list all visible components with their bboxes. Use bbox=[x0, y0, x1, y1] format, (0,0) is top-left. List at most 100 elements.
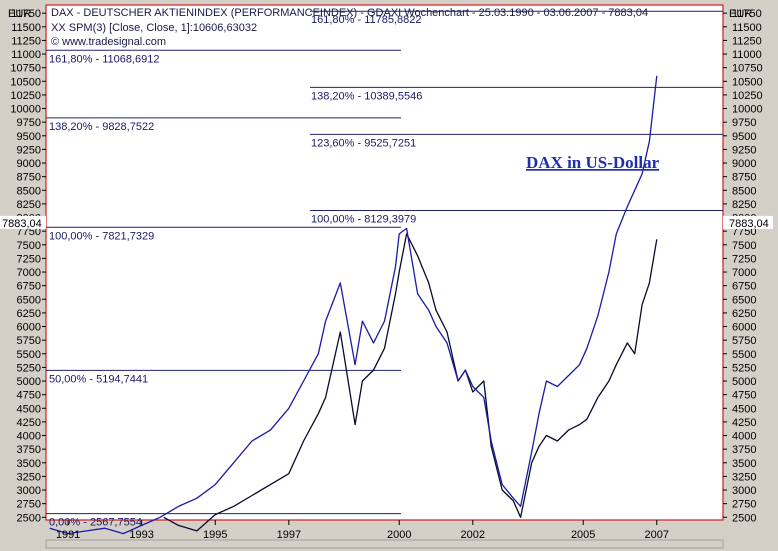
y-tick-label-right: 7000 bbox=[732, 267, 756, 279]
x-tick-label: 2005 bbox=[571, 529, 595, 541]
y-tick-label-left: 11250 bbox=[11, 35, 41, 47]
y-tick-label-right: 10750 bbox=[732, 63, 763, 75]
y-tick-label-right: 8500 bbox=[732, 185, 756, 197]
y-tick-label-left: 3750 bbox=[17, 444, 41, 456]
fib-label-left: 100,00% - 7821,7329 bbox=[49, 230, 154, 242]
y-tick-label-right: 6000 bbox=[732, 322, 756, 334]
y-tick-label-left: 8250 bbox=[17, 199, 41, 211]
y-tick-label-left: 3500 bbox=[17, 458, 41, 470]
y-tick-label-left: 5250 bbox=[17, 362, 41, 374]
y-tick-label-left: 5000 bbox=[17, 376, 41, 388]
y-tick-label-right: 3250 bbox=[732, 471, 756, 483]
plot-area bbox=[45, 4, 724, 521]
y-tick-label-left: 4250 bbox=[17, 417, 41, 429]
y-tick-label-left: 7500 bbox=[17, 240, 41, 252]
x-tick-label: 2007 bbox=[645, 529, 669, 541]
y-tick-label-left: 11750 bbox=[11, 8, 41, 20]
y-tick-label-left: 5500 bbox=[17, 349, 41, 361]
y-tick-label-right: 11750 bbox=[732, 8, 762, 20]
y-tick-label-right: 4250 bbox=[732, 417, 756, 429]
y-tick-label-left: 9750 bbox=[17, 117, 41, 129]
y-tick-label-left: 9250 bbox=[17, 144, 41, 156]
currency-left: EUR bbox=[8, 8, 31, 20]
fib-label-left: 138,20% - 9828,7522 bbox=[49, 121, 154, 133]
y-tick-label-left: 8750 bbox=[17, 172, 41, 184]
y-tick-label-left: 9000 bbox=[17, 158, 41, 170]
currency-right: EUR bbox=[729, 8, 752, 20]
y-tick-label-right: 6750 bbox=[732, 281, 756, 293]
fib-label-left: 50,00% - 5194,7441 bbox=[49, 373, 148, 385]
y-tick-label-left: 7750 bbox=[17, 226, 41, 238]
y-tick-label-right: 9500 bbox=[732, 131, 756, 143]
y-tick-label-right: 5250 bbox=[732, 362, 756, 374]
indicator-label: XX SPM(3) [Close, Close, 1]:10606,63032 bbox=[51, 22, 257, 34]
y-tick-label-right: 4000 bbox=[732, 431, 756, 443]
current-value-left: 7883,04 bbox=[2, 218, 42, 230]
usd-annotation: DAX in US-Dollar bbox=[526, 153, 660, 172]
current-value-marker-left bbox=[0, 215, 46, 229]
y-tick-label-right: 5750 bbox=[732, 335, 756, 347]
y-tick-label-left: 6000 bbox=[17, 322, 41, 334]
x-tick-label: 1993 bbox=[129, 529, 153, 541]
y-tick-label-right: 3500 bbox=[732, 458, 756, 470]
y-tick-label-left: 7250 bbox=[17, 253, 41, 265]
y-tick-label-right: 9250 bbox=[732, 144, 756, 156]
y-tick-label-right: 7750 bbox=[732, 226, 756, 238]
y-tick-label-right: 11000 bbox=[732, 49, 762, 61]
y-tick-label-right: 10500 bbox=[732, 76, 763, 88]
y-tick-label-right: 6250 bbox=[732, 308, 756, 320]
x-tick-label: 2002 bbox=[461, 529, 485, 541]
y-tick-label-right: 11500 bbox=[732, 22, 762, 34]
y-tick-label-right: 2750 bbox=[732, 499, 756, 511]
y-tick-label-right: 6500 bbox=[732, 294, 756, 306]
y-tick-label-right: 10250 bbox=[732, 90, 763, 102]
y-tick-label-right: 5000 bbox=[732, 376, 756, 388]
scrollbar-track[interactable] bbox=[45, 539, 724, 549]
y-tick-label-left: 11000 bbox=[11, 49, 41, 61]
y-tick-label-right: 10000 bbox=[732, 104, 763, 116]
fib-label-left: 0,00% - 2567,7554 bbox=[49, 517, 142, 529]
fibonacci-layer: 161,80% - 11068,6912 138,20% - 9828,7522 1… bbox=[46, 10, 723, 529]
x-tick-label: 1991 bbox=[56, 529, 80, 541]
series-dax-eur-line bbox=[163, 233, 658, 532]
y-tick-label-left: 3250 bbox=[17, 471, 41, 483]
fib-label-right: 100,00% - 8129,3979 bbox=[311, 213, 416, 225]
y-tick-label-right: 11250 bbox=[732, 35, 762, 47]
y-tick-label-left: 9500 bbox=[17, 131, 41, 143]
y-tick-label-left: 6500 bbox=[17, 294, 41, 306]
chart-title: DAX - DEUTSCHER AKTIENINDEX (PERFORMANCE… bbox=[51, 7, 648, 19]
fib-label-right: 123,60% - 9525,7251 bbox=[311, 137, 416, 149]
y-tick-label-left: 3000 bbox=[17, 485, 41, 497]
series-dax-usd-line bbox=[49, 75, 658, 535]
series-layer bbox=[49, 75, 658, 535]
fib-label-right: 161,80% - 11785,8822 bbox=[311, 14, 422, 26]
y-tick-label-right: 2500 bbox=[732, 512, 756, 524]
y-tick-label-left: 4500 bbox=[17, 403, 41, 415]
y-tick-label-right: 7250 bbox=[732, 253, 756, 265]
y-tick-label-right: 9000 bbox=[732, 158, 756, 170]
current-value-right: 7883,04 bbox=[729, 218, 769, 230]
y-tick-label-left: 7000 bbox=[17, 267, 41, 279]
y-tick-label-left: 2500 bbox=[17, 512, 41, 524]
x-tick-label: 1995 bbox=[203, 529, 227, 541]
y-tick-label-right: 8250 bbox=[732, 199, 756, 211]
current-value-marker-right bbox=[723, 215, 773, 229]
y-tick-label-right: 3750 bbox=[732, 444, 756, 456]
x-tick-label: 1997 bbox=[277, 529, 301, 541]
x-axis: 1991 1993 1995 1997 2000 2002 2005 2007 bbox=[56, 520, 669, 541]
y-tick-label-left: 10750 bbox=[10, 63, 41, 75]
y-tick-label-left: 10000 bbox=[10, 104, 41, 116]
y-tick-label-left: 6250 bbox=[17, 308, 41, 320]
y-tick-label-left: 2750 bbox=[17, 499, 41, 511]
y-tick-label-right: 3000 bbox=[732, 485, 756, 497]
y-tick-label-left: 5750 bbox=[17, 335, 41, 347]
y-tick-label-left: 4750 bbox=[17, 390, 41, 402]
y-tick-label-left: 10500 bbox=[10, 76, 41, 88]
y-tick-label-right: 7500 bbox=[732, 240, 756, 252]
x-tick-label: 2000 bbox=[387, 529, 411, 541]
y-tick-label-right: 4750 bbox=[732, 390, 756, 402]
y-tick-label-right: 5500 bbox=[732, 349, 756, 361]
